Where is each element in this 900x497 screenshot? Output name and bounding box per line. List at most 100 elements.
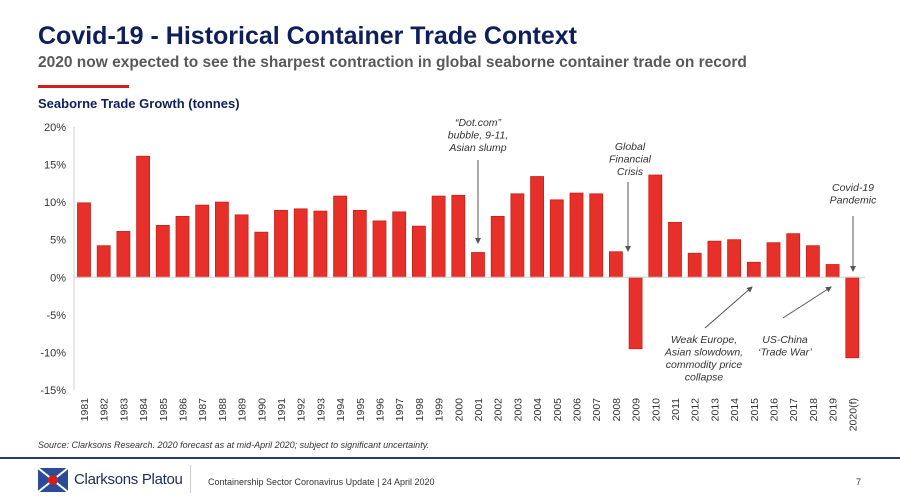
x-tick-label: 2019 [828, 398, 840, 422]
bar-2013 [707, 240, 722, 278]
x-tick-label: 2000 [453, 398, 465, 422]
annotation-text: commodity price [666, 359, 743, 371]
bar-2020(f) [845, 276, 860, 359]
brand-name: Clarksons Platou [74, 471, 183, 488]
annotation-text: “Dot.com” [455, 117, 502, 129]
annotation-text: collapse [685, 372, 724, 384]
annotation-text: bubble, 9-11, [448, 130, 509, 142]
y-tick-label: 0% [50, 272, 66, 284]
accent-divider [38, 85, 129, 88]
bar-2003 [510, 193, 525, 278]
bar-2005 [549, 199, 564, 278]
bar-1981 [77, 202, 91, 278]
bar-2000 [451, 194, 466, 278]
x-tick-label: 2004 [532, 398, 544, 422]
annotation-text: Weak Europe, [671, 334, 737, 346]
x-tick-label: 1987 [197, 398, 209, 422]
x-tick-label: 2014 [729, 398, 741, 422]
bar-2006 [569, 192, 584, 278]
annotation-text: Crisis [617, 166, 644, 178]
x-tick-label: 1993 [315, 398, 327, 422]
x-tick-label: 2007 [591, 398, 603, 422]
bar-1995 [352, 209, 367, 278]
clarksons-logo-icon [38, 468, 68, 492]
annotation-text: Financial [609, 154, 652, 166]
bar-1990 [254, 231, 269, 278]
bar-1997 [392, 211, 407, 278]
bar-1989 [234, 214, 249, 278]
y-tick-label: 20% [44, 122, 66, 134]
y-tick-label: -15% [40, 385, 66, 397]
x-tick-label: 1982 [99, 398, 111, 422]
y-tick-label: 15% [44, 160, 66, 172]
x-tick-label: 2005 [552, 398, 564, 422]
x-tick-label: 1999 [434, 398, 446, 422]
y-tick-label: 10% [44, 197, 66, 209]
bar-2012 [687, 252, 702, 278]
bar-2010 [648, 174, 663, 278]
x-tick-label: 2009 [631, 398, 643, 422]
annotation-text: ‘Trade War’ [758, 347, 812, 359]
x-tick-label: 2015 [749, 398, 761, 422]
bar-1996 [372, 220, 387, 278]
source-note: Source: Clarksons Research. 2020 forecas… [38, 440, 430, 450]
footer-text: Containership Sector Coronavirus Update … [208, 477, 435, 487]
y-tick-label: -10% [40, 348, 66, 360]
bar-2016 [766, 242, 781, 278]
x-tick-label: 2018 [808, 398, 820, 422]
bar-2018 [806, 245, 820, 278]
bar-2015 [746, 261, 761, 278]
annotation-text: US-China [762, 334, 808, 346]
bar-2017 [786, 233, 801, 278]
bar-1992 [293, 208, 308, 278]
bar-1988 [214, 201, 229, 278]
y-tick-label: -5% [46, 310, 66, 322]
x-tick-label: 1981 [79, 398, 91, 422]
x-tick-label: 2003 [512, 398, 524, 422]
x-tick-label: 2002 [493, 398, 505, 422]
x-tick-label: 2010 [650, 398, 662, 422]
x-tick-label: 1984 [138, 398, 150, 422]
bar-2011 [668, 222, 682, 278]
bar-1994 [333, 195, 348, 278]
bar-1993 [313, 210, 328, 278]
x-tick-label: 1996 [375, 398, 387, 422]
page-subtitle: 2020 now expected to see the sharpest co… [38, 54, 747, 71]
bar-1984 [136, 155, 151, 278]
x-tick-label: 2020(f) [847, 398, 859, 431]
x-tick-label: 2013 [709, 398, 721, 422]
page-number: 7 [856, 477, 862, 487]
x-tick-label: 1988 [217, 398, 229, 422]
bar-2009 [628, 276, 643, 350]
x-tick-label: 2001 [473, 398, 485, 422]
x-tick-label: 2012 [690, 398, 702, 422]
x-tick-label: 2008 [611, 398, 623, 422]
footer-divider [0, 457, 900, 459]
x-tick-label: 2011 [670, 398, 682, 421]
page-title: Covid-19 - Historical Container Trade Co… [38, 22, 577, 50]
x-tick-label: 1991 [276, 398, 288, 422]
annotation-text: Global [615, 141, 646, 153]
bar-2008 [609, 251, 623, 278]
footer-separator [190, 465, 191, 493]
bar-2001 [471, 252, 485, 278]
x-tick-label: 1997 [394, 398, 406, 422]
bar-1985 [155, 225, 170, 278]
x-tick-label: 2016 [769, 398, 781, 422]
x-tick-label: 2017 [788, 398, 800, 422]
bar-2002 [490, 215, 505, 278]
annotation-arrow [782, 286, 832, 319]
bar-1991 [274, 209, 288, 278]
x-tick-label: 1983 [118, 398, 130, 422]
x-tick-label: 1985 [158, 398, 170, 422]
bar-2007 [589, 193, 604, 278]
x-tick-label: 1989 [237, 398, 249, 422]
annotation-text: Asian slowdown, [664, 347, 743, 359]
bar-2014 [727, 239, 741, 278]
x-tick-label: 1994 [335, 398, 347, 422]
annotation-text: Covid-19 [832, 182, 874, 194]
x-tick-label: 1995 [355, 398, 367, 422]
bar-1998 [411, 225, 426, 278]
bar-1983 [116, 231, 131, 278]
annotation-text: Asian slump [448, 142, 506, 154]
